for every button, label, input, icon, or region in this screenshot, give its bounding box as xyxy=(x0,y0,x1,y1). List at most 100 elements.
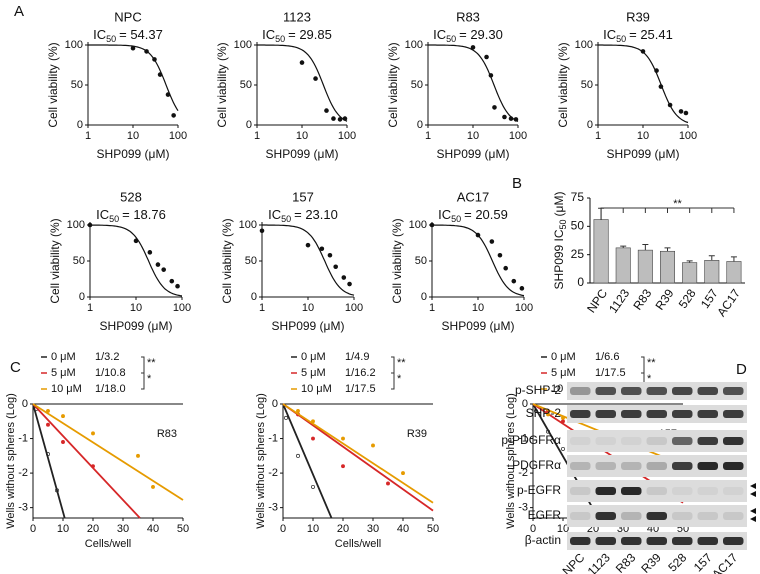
chart-title: 528 xyxy=(120,189,142,204)
x-tick-label: 20 xyxy=(87,523,99,535)
x-tick-label: 10 xyxy=(57,523,69,535)
fit-line xyxy=(32,403,66,519)
blot-row-label: p-SHP-2 xyxy=(515,383,561,397)
x-axis-label: SHP099 (μM) xyxy=(100,319,173,333)
blot-column-label: R83 xyxy=(613,550,639,574)
y-tick-label: 0 xyxy=(79,291,85,303)
ic50-label: IC50 = 25.41 xyxy=(603,27,673,44)
error-bar xyxy=(642,243,649,251)
x-tick-label: 1 xyxy=(87,302,93,314)
y-tick-label: 0 xyxy=(272,398,278,410)
x-tick-label: 10 xyxy=(130,302,142,314)
x-tick-label: 1 xyxy=(429,302,435,314)
blot-band xyxy=(646,437,667,445)
data-point xyxy=(341,436,345,441)
blot-band xyxy=(697,487,718,495)
y-axis-label: Cell viability (%) xyxy=(390,218,404,303)
legend-estimate: 1/3.2 xyxy=(95,351,119,363)
blot-band xyxy=(697,387,718,395)
chart-title: 1123 xyxy=(283,9,311,24)
data-point xyxy=(561,415,565,420)
data-point xyxy=(319,246,325,252)
data-point xyxy=(534,408,538,413)
panel-letter: C xyxy=(10,359,21,376)
fit-line xyxy=(282,403,434,512)
blot-band xyxy=(646,487,667,495)
ic50-prefix: IC xyxy=(438,207,451,222)
x-tick-label: 100 xyxy=(515,302,533,314)
band-arrow xyxy=(750,491,756,497)
data-point xyxy=(683,110,689,116)
x-tick-label: 0 xyxy=(30,523,36,535)
blot-row-label: p-PDGFRα xyxy=(501,433,561,447)
data-point xyxy=(331,116,336,121)
blot-band xyxy=(672,512,693,520)
x-axis-label: SHP099 (μM) xyxy=(437,147,510,161)
ic50-prefix: IC xyxy=(93,27,106,42)
x-tick-label: 100 xyxy=(345,302,363,314)
blot-band xyxy=(646,387,667,395)
chart-title: NPC xyxy=(114,9,141,24)
data-point xyxy=(497,252,503,258)
blot-column-label: AC17 xyxy=(709,550,740,574)
legend-estimate: 1/17.5 xyxy=(595,367,626,379)
y-tick-label: -1 xyxy=(268,432,278,444)
data-point xyxy=(136,453,140,458)
data-point xyxy=(513,117,519,122)
data-point xyxy=(511,278,517,284)
legend-estimate: 1/16.2 xyxy=(345,367,376,379)
y-tick-label: 100 xyxy=(239,219,257,231)
y-tick-label: -3 xyxy=(268,502,278,514)
blot-band xyxy=(723,387,744,395)
data-point xyxy=(311,484,315,489)
y-tick-label: 100 xyxy=(575,39,593,51)
y-tick-label: -1 xyxy=(18,432,28,444)
y-tick-label: -3 xyxy=(518,502,528,514)
y-tick-label: 100 xyxy=(405,39,423,51)
blot-band xyxy=(723,512,744,520)
data-point xyxy=(333,264,338,270)
legend-name: 5 μM xyxy=(551,367,576,379)
x-tick-label: 1123 xyxy=(606,286,632,315)
data-point xyxy=(678,109,684,114)
data-point xyxy=(470,45,476,50)
x-tick-label: R39 xyxy=(652,286,676,312)
blot-band xyxy=(570,512,591,520)
y-tick-label: 0 xyxy=(251,291,257,303)
data-point xyxy=(171,113,176,118)
error-bar xyxy=(708,255,715,261)
blot-band xyxy=(595,487,616,495)
significance-label: ** xyxy=(397,357,406,369)
bar xyxy=(637,249,653,284)
data-point xyxy=(91,431,95,436)
ic50-sub: 50 xyxy=(451,214,461,224)
x-tick-label: 1 xyxy=(85,130,91,142)
blot-band xyxy=(697,462,718,470)
ic50-label: IC50 = 54.37 xyxy=(93,27,163,44)
band-arrow xyxy=(750,516,756,522)
blot-column-label: R39 xyxy=(638,550,664,574)
blot-band xyxy=(697,437,718,445)
y-axis-label: Cell viability (%) xyxy=(215,42,229,127)
significance-bracket xyxy=(391,372,395,390)
x-tick-label: 10 xyxy=(127,130,139,142)
blot-row-label: PDGFRα xyxy=(512,458,561,472)
significance-label: ** xyxy=(673,198,682,210)
ic50-prefix: IC xyxy=(96,207,109,222)
ic50-value: = 29.85 xyxy=(288,27,332,42)
ic50-label: IC50 = 18.76 xyxy=(96,207,166,224)
blot-band xyxy=(621,462,642,470)
data-point xyxy=(640,49,646,54)
data-point xyxy=(519,286,525,291)
data-point xyxy=(313,76,318,81)
ic50-sub: 50 xyxy=(616,34,626,44)
ic50-label: IC50 = 23.10 xyxy=(268,207,338,224)
blot-column-label: NPC xyxy=(560,550,588,574)
blot-band xyxy=(570,462,591,470)
blot-row-label: SHP-2 xyxy=(526,406,562,420)
data-point xyxy=(130,45,136,51)
data-point xyxy=(488,73,494,78)
y-tick-label: 50 xyxy=(73,255,85,267)
x-tick-label: 10 xyxy=(302,302,314,314)
y-tick-label: 0 xyxy=(522,398,528,410)
